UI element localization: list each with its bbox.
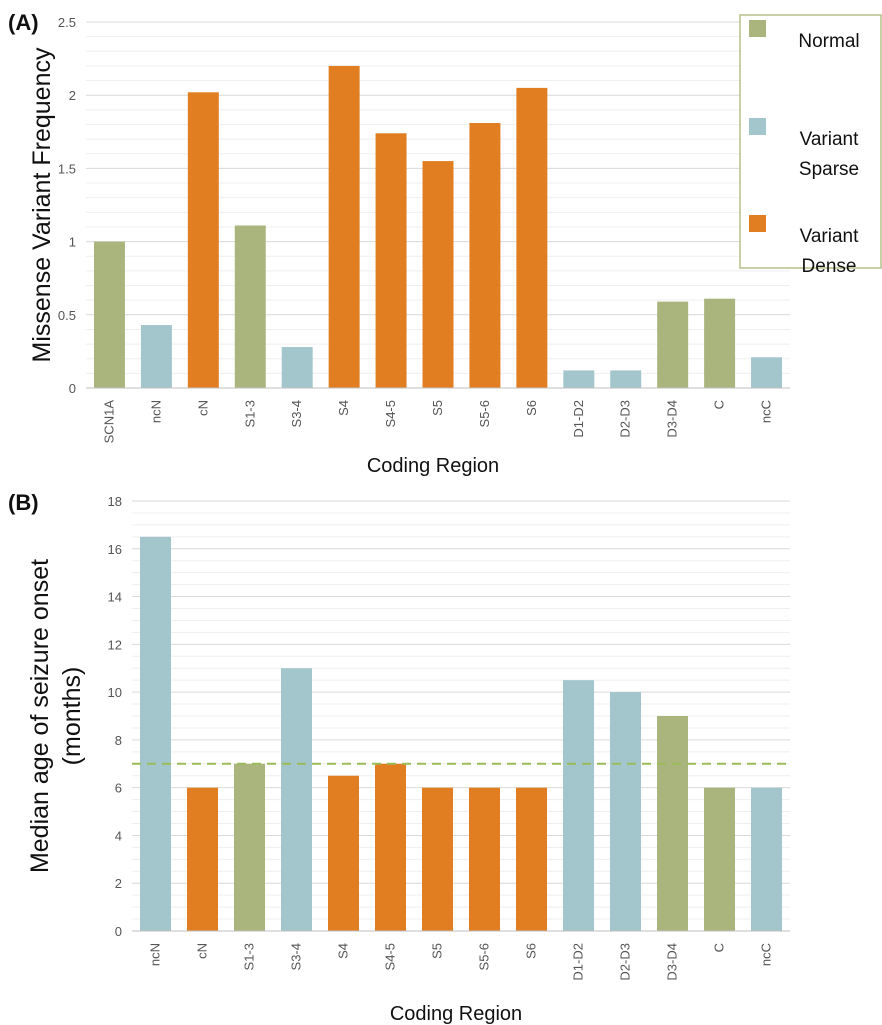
bar-cN <box>186 787 219 931</box>
x-tick-label: S4-5 <box>383 943 398 970</box>
x-tick-label: ncC <box>759 400 774 423</box>
x-tick-label: S5 <box>430 943 445 959</box>
y-tick-label: 16 <box>108 542 122 557</box>
legend-label: Normal <box>798 31 859 52</box>
bar-S4-5 <box>374 763 407 931</box>
y-tick-label: 6 <box>115 781 122 796</box>
panel-label: (B) <box>8 490 39 515</box>
bar-cN <box>187 92 219 388</box>
x-tick-label: S4-5 <box>383 400 398 427</box>
legend-label: Dense <box>802 256 857 277</box>
legend: Normal Variant Sparse Variant Dense <box>739 14 882 277</box>
bar-D1-D2 <box>563 370 595 388</box>
y-axis-title: (months) <box>58 667 86 766</box>
y-tick-label: 0 <box>69 381 76 396</box>
x-tick-label: cN <box>195 943 210 959</box>
x-tick-label: ncN <box>148 943 163 966</box>
x-axis-title: Coding Region <box>367 455 499 477</box>
bar-S5 <box>422 161 454 388</box>
bar-S5-6 <box>469 123 501 389</box>
y-tick-label: 1 <box>69 235 76 250</box>
x-tick-label: D3-D4 <box>665 400 680 438</box>
y-tick-label: 1.5 <box>58 161 76 176</box>
x-tick-label: S1-3 <box>242 400 257 427</box>
bar-D3-D4 <box>657 301 689 388</box>
y-tick-label: 14 <box>108 590 122 605</box>
bar-S3-4 <box>280 668 313 931</box>
bar-ncC <box>750 787 783 931</box>
x-tick-label: S5-6 <box>477 400 492 427</box>
y-tick-label: 2 <box>69 88 76 103</box>
bar-C <box>703 787 736 931</box>
x-tick-label: ncC <box>759 943 774 966</box>
bar-D3-D4 <box>656 716 689 931</box>
bar-S6 <box>515 787 548 931</box>
y-tick-label: 18 <box>108 494 122 509</box>
x-tick-label: D3-D4 <box>665 943 680 981</box>
x-tick-label: D1-D2 <box>571 943 586 981</box>
x-tick-label: D2-D3 <box>618 943 633 981</box>
y-tick-label: 0 <box>115 924 122 939</box>
legend-swatch-variant-dense <box>749 215 766 232</box>
x-tick-label: S3-4 <box>289 400 304 427</box>
x-tick-label: S4 <box>336 943 351 959</box>
bar-S1-3 <box>234 225 266 388</box>
x-tick-label: S4 <box>336 400 351 416</box>
x-tick-label: C <box>712 943 727 952</box>
bar-S5-6 <box>468 787 501 931</box>
bar-SCN1A <box>93 241 125 388</box>
x-axis-title: Coding Region <box>390 1003 522 1025</box>
x-tick-label: S5 <box>430 400 445 416</box>
bar-S4 <box>327 775 360 931</box>
x-tick-label: S3-4 <box>289 943 304 970</box>
bar-ncN <box>140 325 172 388</box>
y-tick-label: 12 <box>108 637 122 652</box>
y-tick-label: 0.5 <box>58 308 76 323</box>
y-tick-label: 10 <box>108 685 122 700</box>
bar-S3-4 <box>281 347 313 388</box>
legend-label: Variant <box>800 226 860 247</box>
bar-C <box>704 298 736 388</box>
bar-S4-5 <box>375 133 407 388</box>
legend-label: Variant <box>800 129 860 150</box>
bar-ncC <box>751 357 783 388</box>
legend-label: Sparse <box>799 159 859 180</box>
y-tick-label: 2.5 <box>58 15 76 30</box>
x-tick-label: C <box>712 400 727 409</box>
bar-ncN <box>139 536 172 931</box>
x-tick-label: S6 <box>524 400 539 416</box>
bar-D2-D3 <box>610 370 642 388</box>
x-tick-label: D2-D3 <box>618 400 633 438</box>
x-tick-label: ncN <box>148 400 163 423</box>
legend-swatch-variant-sparse <box>749 118 766 135</box>
x-tick-label: S5-6 <box>477 943 492 970</box>
bar-S5 <box>421 787 454 931</box>
x-tick-label: D1-D2 <box>571 400 586 438</box>
bar-D1-D2 <box>562 680 595 931</box>
x-tick-label: cN <box>195 400 210 416</box>
chart-panel-0: 0 0.5 1 1.5 2 2.5 SCN1A ncN cN S1-3 S3-4 S4 S4-5 S5 S5… <box>8 10 790 477</box>
chart-panel-1: 0 2 4 6 8 10 12 14 16 18 ncN cN S1-3 S3-4 S4 S4-5 S5 S5-6… <box>8 490 790 1025</box>
x-tick-label: SCN1A <box>101 400 116 444</box>
bar-S1-3 <box>233 763 266 931</box>
y-tick-label: 8 <box>115 733 122 748</box>
panel-label: (A) <box>8 10 39 35</box>
y-tick-label: 2 <box>115 876 122 891</box>
y-tick-label: 4 <box>115 828 122 843</box>
x-tick-label: S6 <box>524 943 539 959</box>
y-axis-title: Missense Variant Frequency <box>28 47 56 362</box>
y-axis-title: Median age of seizure onset <box>26 559 54 873</box>
x-tick-label: S1-3 <box>242 943 257 970</box>
bar-D2-D3 <box>609 692 642 931</box>
bar-S6 <box>516 87 548 388</box>
legend-swatch-normal <box>749 20 766 37</box>
bar-S4 <box>328 65 360 389</box>
